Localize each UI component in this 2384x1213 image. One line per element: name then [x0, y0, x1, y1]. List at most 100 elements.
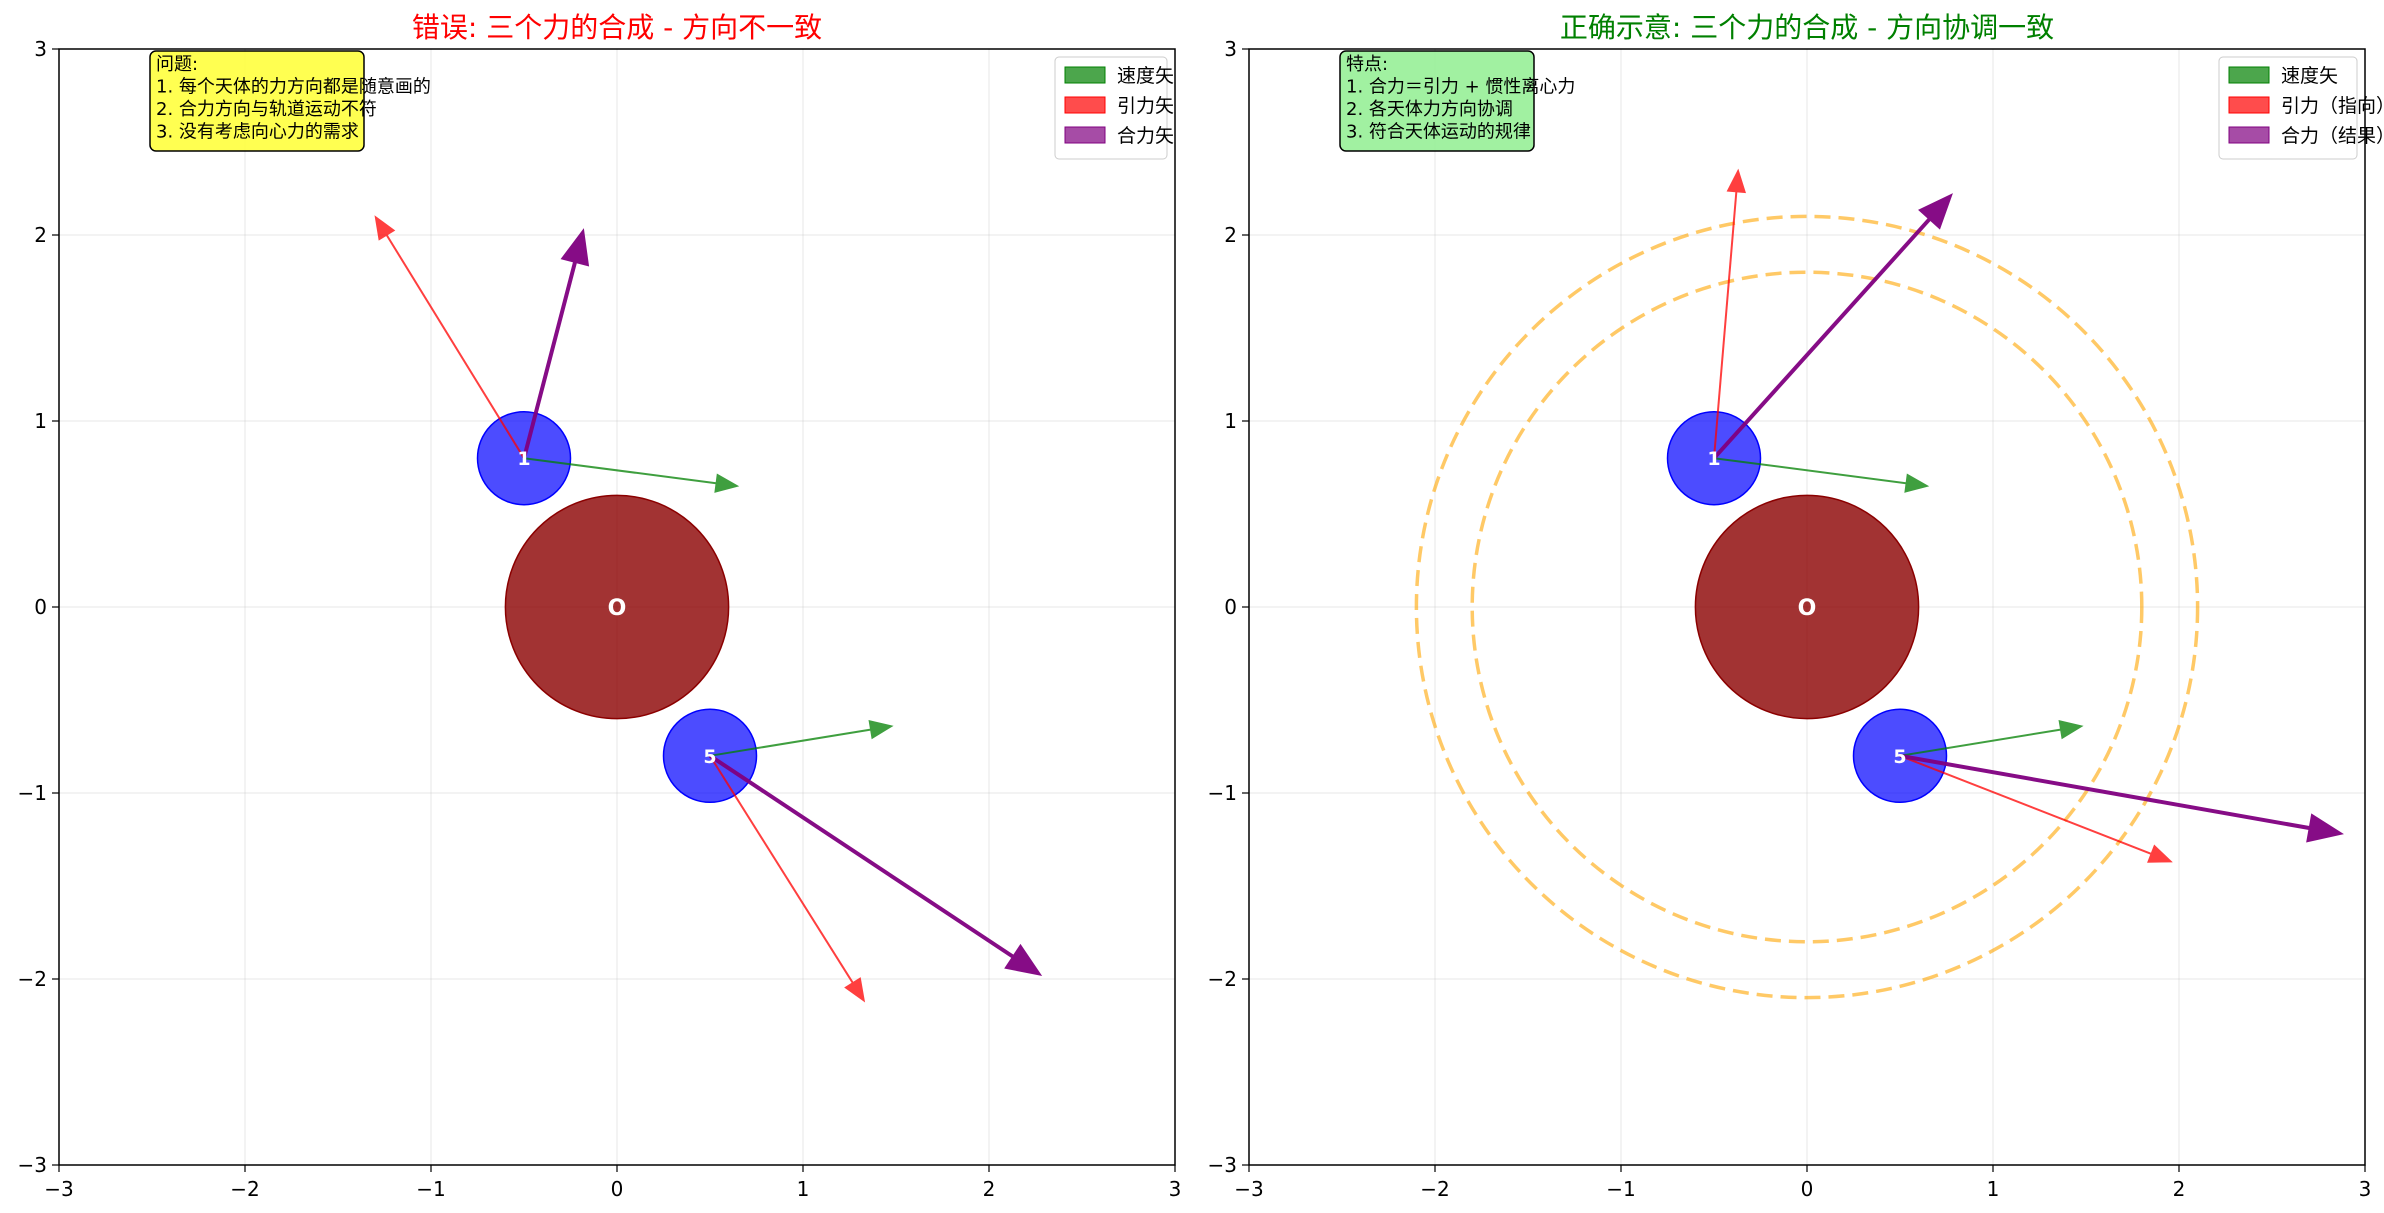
- note-line: 3. 符合天体运动的规律: [1346, 122, 1531, 143]
- x-tick-label: −3: [44, 1177, 73, 1201]
- vector-shaft: [1899, 728, 2061, 757]
- y-tick-label: 3: [1224, 37, 1237, 61]
- chart-panel-1: 错误: 三个力的合成 - 方向不一致 −3 −2 −1 0 1 2 3 −3 −2 −1 0 1 2 3 O 1…: [18, 11, 1182, 1201]
- note-line: 1. 合力＝引力 + 惯性离心力: [1346, 77, 1575, 98]
- legend-label: 引力矢: [1117, 95, 1174, 117]
- y-tick-label: −3: [1208, 1153, 1237, 1177]
- y-tick-label: 0: [34, 595, 47, 619]
- x-tick-label: 0: [1801, 1177, 1814, 1201]
- vector-6: [1899, 753, 2344, 843]
- body-label: 5: [703, 746, 716, 768]
- y-tick-label: 0: [1224, 595, 1237, 619]
- legend-label: 引力（指向）: [2281, 95, 2384, 117]
- chart-panel-2: 正确示意: 三个力的合成 - 方向协调一致 −3 −2 −1 0 1 2 3 −3 −2 −1 0 1 2…: [1208, 11, 2384, 1201]
- note-line: 1. 每个天体的力方向都是随意画的: [156, 77, 431, 98]
- x-tick-label: −3: [1234, 1177, 1263, 1201]
- y-tick-label: 1: [34, 409, 47, 433]
- legend-label: 合力（结果）: [2281, 125, 2384, 147]
- y-tick-label: 2: [1224, 223, 1237, 247]
- body-label: 1: [517, 448, 530, 470]
- note-line: 2. 合力方向与轨道运动不符: [156, 99, 377, 120]
- x-tick-label: 2: [983, 1177, 996, 1201]
- legend-label: 合力矢: [1117, 125, 1174, 147]
- x-tick-label: 1: [1987, 1177, 2000, 1201]
- vector-shaft: [522, 261, 577, 459]
- chart-title: 正确示意: 三个力的合成 - 方向协调一致: [1560, 11, 2054, 44]
- legend-swatch: [2228, 96, 2270, 114]
- vector-shaft: [709, 755, 854, 984]
- x-tick-label: −1: [416, 1177, 445, 1201]
- legend-label: 速度矢: [1117, 65, 1174, 87]
- vector-3: [522, 228, 590, 459]
- vector-shaft: [385, 234, 525, 459]
- y-tick-label: 2: [34, 223, 47, 247]
- vector-shaft: [1899, 754, 2152, 855]
- note-line: 2. 各天体力方向协调: [1346, 99, 1513, 120]
- vector-head: [2306, 813, 2344, 843]
- vector-head: [1918, 193, 1953, 230]
- vector-shaft: [1713, 191, 1738, 459]
- plot-area: O 1 5: [374, 215, 1043, 1003]
- x-tick-label: −2: [1420, 1177, 1449, 1201]
- axes-frame: [58, 48, 1176, 1166]
- vector-head: [560, 228, 590, 267]
- vector-shaft: [709, 728, 871, 757]
- orbit-ring-2: [1414, 214, 2200, 1000]
- vector-5: [709, 755, 866, 1003]
- y-tick-label: −3: [18, 1153, 47, 1177]
- vector-head: [844, 977, 866, 1003]
- center-body-label: O: [608, 596, 627, 621]
- vector-head: [374, 215, 396, 241]
- center-body-label: O: [1798, 596, 1817, 621]
- vector-head: [1726, 168, 1747, 194]
- vector-shaft: [708, 754, 1014, 959]
- legend-swatch: [2228, 126, 2270, 144]
- legend-swatch: [1064, 126, 1106, 144]
- vector-head: [714, 473, 740, 493]
- x-tick-label: 3: [2359, 1177, 2372, 1201]
- plot-area: O 1 5: [1414, 168, 2344, 1000]
- vector-1: [1713, 457, 1930, 493]
- vector-5: [1899, 754, 2173, 863]
- vector-head: [2058, 720, 2084, 740]
- y-tick-label: 1: [1224, 409, 1237, 433]
- x-tick-label: −2: [230, 1177, 259, 1201]
- vector-shaft: [523, 457, 717, 485]
- y-tick-label: 3: [34, 37, 47, 61]
- x-tick-label: 2: [2173, 1177, 2186, 1201]
- body-label: 5: [1893, 746, 1906, 768]
- axes-frame: [1248, 48, 2366, 1166]
- vector-3: [1712, 193, 1953, 460]
- y-tick-label: −1: [18, 781, 47, 805]
- chart-title: 错误: 三个力的合成 - 方向不一致: [412, 11, 822, 44]
- vector-shaft: [1712, 217, 1931, 460]
- vector-4: [709, 720, 894, 757]
- vector-shaft: [1713, 457, 1907, 485]
- vector-2: [374, 215, 525, 459]
- note-line: 3. 没有考虑向心力的需求: [156, 122, 359, 143]
- center-body: [1694, 494, 1920, 720]
- y-tick-label: −2: [18, 967, 47, 991]
- body-label: 1: [1707, 448, 1720, 470]
- vector-head: [2147, 844, 2173, 863]
- vector-head: [868, 720, 894, 740]
- vector-shaft: [1899, 753, 2310, 830]
- legend-swatch: [1064, 96, 1106, 114]
- center-body: [504, 494, 730, 720]
- x-tick-label: 3: [1169, 1177, 1182, 1201]
- note-line: 问题:: [156, 54, 198, 75]
- note-background: [149, 50, 365, 152]
- y-tick-label: −2: [1208, 967, 1237, 991]
- vector-head: [1004, 943, 1043, 977]
- legend-label: 速度矢: [2281, 65, 2338, 87]
- note-background: [1339, 50, 1535, 152]
- x-tick-label: 1: [797, 1177, 810, 1201]
- y-tick-label: −1: [1208, 781, 1237, 805]
- orbit-ring-1: [1470, 270, 2144, 944]
- legend-swatch: [2228, 66, 2270, 84]
- vector-6: [708, 754, 1043, 977]
